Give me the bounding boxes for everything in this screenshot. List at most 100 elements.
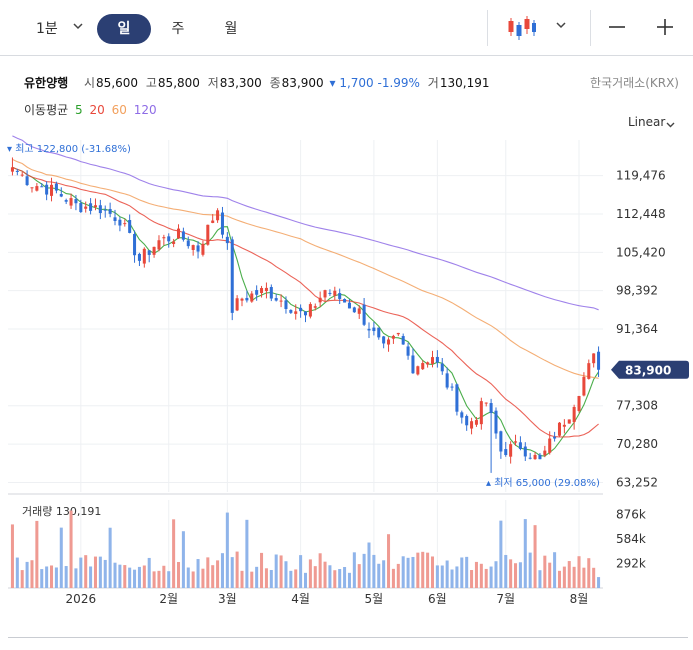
candle: [338, 288, 342, 305]
x-tick-label: 3월: [218, 592, 237, 606]
candle: [391, 334, 395, 344]
volume-bar: [220, 553, 224, 588]
candle: [597, 346, 601, 378]
volume-bar: [108, 527, 112, 588]
candle-body: [401, 336, 405, 345]
candle-body: [426, 362, 430, 365]
candle-body: [465, 416, 469, 426]
open-value: 85,600: [96, 76, 139, 90]
low-value: 83,300: [219, 76, 262, 90]
volume-bar: [343, 567, 347, 588]
candle-body: [518, 442, 522, 449]
scale-chevron-icon[interactable]: [665, 119, 676, 130]
volume-bar: [543, 555, 547, 588]
candle-body: [460, 412, 464, 418]
ma-line-120: [12, 135, 599, 311]
volume-bar: [40, 569, 44, 588]
volume-bars: [10, 510, 601, 588]
volume-bar: [377, 563, 381, 588]
candle-body: [108, 208, 112, 214]
candle-body: [98, 205, 102, 214]
volume-bar: [89, 566, 93, 588]
candle: [45, 181, 49, 201]
zoom-in-icon[interactable]: [654, 16, 676, 38]
candle: [328, 289, 332, 297]
candle: [103, 205, 107, 218]
candlestick-icon[interactable]: [506, 14, 536, 42]
volume-bar: [10, 524, 14, 588]
x-tick-label: 4월: [291, 592, 310, 606]
candle-body: [553, 436, 557, 439]
zoom-out-icon[interactable]: [606, 16, 628, 38]
candle: [401, 333, 405, 345]
candle: [465, 414, 469, 431]
candle-body: [186, 240, 190, 247]
volume-bar: [50, 565, 54, 588]
candle: [299, 304, 303, 318]
volume-bar: [172, 519, 176, 588]
candle: [323, 289, 327, 301]
candle: [201, 240, 205, 257]
volume-bar: [137, 566, 141, 588]
candle: [514, 434, 518, 446]
volume-bar: [93, 556, 97, 588]
candle: [504, 441, 508, 457]
candle-body: [260, 288, 264, 294]
candle: [470, 417, 474, 435]
candle: [211, 214, 215, 224]
candle-body: [35, 186, 39, 191]
candle-body: [294, 311, 298, 314]
candle-body: [387, 339, 391, 345]
max-price-annotation: ▾ 최고 122,800 (-31.68%): [7, 143, 131, 155]
volume-bar: [30, 560, 34, 588]
candle-body: [557, 422, 561, 436]
tab-1min[interactable]: 1분: [36, 21, 58, 37]
candle: [484, 402, 488, 407]
candle-body: [367, 328, 371, 331]
candle: [548, 431, 552, 455]
candle: [64, 198, 68, 205]
candle: [54, 181, 58, 194]
volume-bar: [391, 568, 395, 588]
tab-month[interactable]: 월: [224, 21, 238, 37]
chart-type-chevron-icon[interactable]: [555, 19, 567, 31]
candle-body: [196, 245, 200, 252]
volume-bar: [587, 558, 591, 588]
candle-body: [240, 298, 244, 301]
volume-label: 거: [427, 76, 439, 90]
tab-week[interactable]: 주: [171, 21, 185, 37]
candle: [230, 236, 234, 321]
candle-body: [79, 203, 83, 213]
volume-bar: [162, 565, 166, 588]
candle: [416, 365, 420, 376]
candle-body: [445, 373, 449, 388]
volume-bar: [167, 571, 171, 588]
candle: [362, 298, 366, 327]
candle: [108, 202, 112, 218]
candle: [15, 168, 19, 176]
candle: [220, 206, 224, 239]
volume-bar: [123, 565, 127, 588]
candle: [528, 452, 532, 460]
min-price-annotation: ▴ 최저 65,000 (29.08%): [486, 477, 600, 489]
tab-day[interactable]: 일: [97, 14, 151, 44]
volume-bar: [592, 567, 596, 588]
volume-bar: [103, 559, 107, 588]
volume-bar: [206, 557, 210, 588]
candle-body: [50, 184, 54, 196]
candle-body: [509, 444, 513, 457]
scale-select[interactable]: Linear: [628, 115, 666, 129]
candle: [147, 250, 151, 263]
candle-body: [45, 184, 49, 195]
candle: [303, 310, 308, 323]
chevron-down-icon[interactable]: [72, 20, 84, 32]
volume-bar: [240, 570, 244, 588]
candle: [499, 430, 503, 459]
candle: [69, 193, 73, 209]
volume-bar: [269, 569, 273, 588]
volume-bar: [59, 527, 63, 588]
volume-bar: [318, 553, 322, 588]
candle: [10, 157, 14, 176]
candle-body: [59, 194, 63, 197]
